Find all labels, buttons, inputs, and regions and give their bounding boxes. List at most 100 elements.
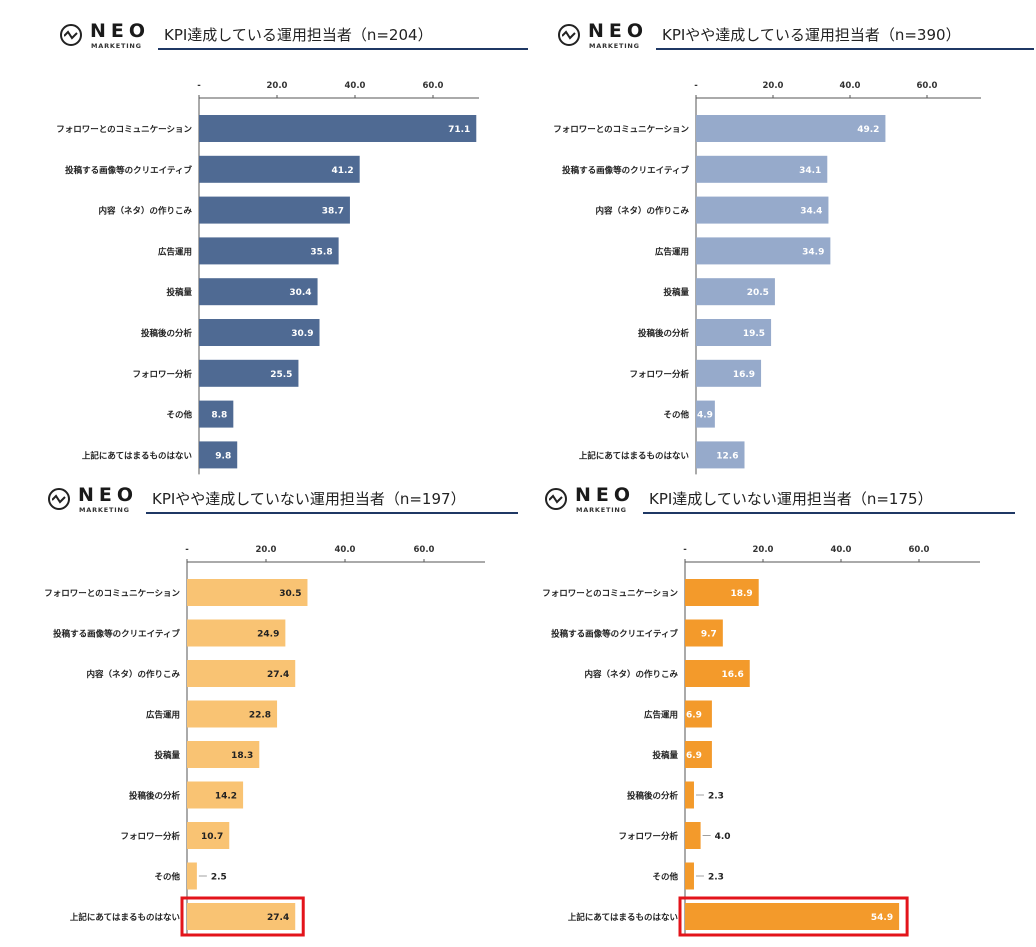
- logo-word: NEO: [575, 484, 636, 506]
- category-label: 広告運用: [644, 710, 678, 721]
- neo-marketing-logo: NEO MARKETING: [60, 18, 160, 54]
- category-label: 上記にあてはまるものはない: [82, 450, 192, 461]
- bar: [696, 400, 715, 428]
- logo-word: NEO: [588, 20, 649, 42]
- category-label: フォロワーとのコミュニケーション: [44, 589, 180, 599]
- category-label: フォロワーとのコミュニケーション: [553, 125, 689, 135]
- x-tick-label: -: [197, 81, 201, 91]
- bar: [696, 155, 828, 183]
- bar: [187, 741, 260, 768]
- bar-chart: - 20.0 40.0 60.0 フォロワーとのコミュニケーション 18.9 投稿する画像等…: [542, 545, 980, 937]
- neo-marketing-logo: NEO MARKETING: [545, 482, 645, 518]
- bar: [199, 441, 238, 469]
- data-label: 27.4: [267, 913, 289, 923]
- bar: [199, 115, 477, 142]
- category-label: その他: [663, 410, 689, 421]
- data-label: 27.4: [267, 670, 289, 680]
- x-tick-label: 40.0: [345, 81, 366, 91]
- x-tick-label: 20.0: [753, 545, 774, 555]
- bar: [696, 278, 775, 306]
- bar: [685, 781, 694, 809]
- x-tick-label: 40.0: [831, 545, 852, 555]
- category-label: 広告運用: [158, 246, 192, 257]
- category-label: 上記にあてはまるものはない: [579, 450, 689, 461]
- logo-word: NEO: [78, 484, 139, 506]
- data-label: 71.1: [448, 125, 470, 135]
- category-label: 投稿後の分析: [141, 328, 193, 339]
- category-label: 投稿量: [663, 287, 689, 298]
- logo-mark-icon: [558, 24, 580, 46]
- chart-title: KPI達成していない運用担当者（n=175）: [649, 490, 933, 508]
- data-label: 4.9: [697, 411, 713, 421]
- x-tick-label: -: [694, 81, 698, 91]
- data-label: 9.8: [215, 451, 231, 461]
- data-label: 38.7: [322, 207, 344, 217]
- category-label: 投稿する画像等のクリエイティブ: [65, 165, 192, 176]
- bar: [685, 822, 701, 849]
- data-label: 6.9: [686, 751, 702, 761]
- data-label: 9.7: [701, 630, 717, 640]
- data-label: 10.7: [201, 832, 223, 842]
- x-tick-label: 20.0: [267, 81, 288, 91]
- bar: [696, 115, 886, 142]
- x-tick-label: 40.0: [840, 81, 861, 91]
- panel-header: NEO MARKETING KPIやや達成していない運用担当者（n=197）: [48, 482, 548, 522]
- chart-panel-not-achieved: NEO MARKETING KPI達成していない運用担当者（n=175） - 20…: [542, 482, 1036, 947]
- logo-mark-icon: [48, 488, 70, 510]
- category-label: 内容（ネタ）の作りこみ: [584, 669, 678, 680]
- data-label: 35.8: [310, 247, 332, 257]
- chart-panel-somewhat-not-achieved: NEO MARKETING KPIやや達成していない運用担当者（n=197） -…: [44, 482, 548, 947]
- highlight-box: [180, 896, 305, 937]
- category-label: 投稿後の分析: [129, 791, 181, 802]
- bar-chart: - 20.0 40.0 60.0 フォロワーとのコミュニケーション 71.1 投稿する画像等…: [56, 81, 479, 475]
- data-label: 34.1: [799, 166, 821, 176]
- bar: [696, 359, 762, 387]
- category-label: 投稿後の分析: [627, 791, 679, 802]
- panel-header: NEO MARKETING KPI達成している運用担当者（n=204）: [60, 18, 560, 58]
- bar: [199, 319, 320, 346]
- bar: [685, 579, 759, 606]
- logo-subtext: MARKETING: [91, 42, 142, 50]
- data-label: 2.3: [708, 873, 724, 883]
- data-label: 18.9: [730, 589, 752, 599]
- category-label: フォロワーとのコミュニケーション: [56, 125, 192, 135]
- data-label: 2.3: [708, 792, 724, 802]
- category-label: その他: [652, 872, 678, 883]
- data-label: 20.5: [747, 288, 769, 298]
- data-label: 14.2: [215, 792, 237, 802]
- category-label: フォロワーとのコミュニケーション: [542, 589, 678, 599]
- bar: [696, 441, 745, 469]
- category-label: フォロワー分析: [629, 369, 689, 380]
- bar: [187, 700, 278, 728]
- data-label: 2.5: [211, 873, 227, 883]
- bar: [199, 278, 318, 306]
- category-label: 内容（ネタ）の作りこみ: [86, 669, 180, 680]
- data-label: 24.9: [257, 630, 279, 640]
- category-label: 投稿量: [166, 287, 192, 298]
- x-tick-label: 40.0: [335, 545, 356, 555]
- category-label: 広告運用: [146, 710, 180, 721]
- data-label: 30.4: [289, 288, 311, 298]
- bar: [685, 903, 900, 930]
- bar: [187, 781, 244, 809]
- chart-title: KPIやや達成していない運用担当者（n=197）: [152, 490, 466, 508]
- bar: [685, 660, 750, 687]
- bar: [696, 237, 831, 265]
- category-label: 投稿量: [652, 750, 678, 761]
- bar: [696, 196, 829, 224]
- chart-title: KPIやや達成している運用担当者（n=390）: [662, 26, 961, 44]
- category-label: その他: [166, 410, 192, 421]
- bar: [696, 319, 772, 346]
- bar: [685, 862, 694, 890]
- data-label: 34.4: [800, 207, 822, 217]
- chart-panel-achieved: NEO MARKETING KPI達成している運用担当者（n=204） - 20.…: [56, 18, 560, 483]
- x-tick-label: 60.0: [909, 545, 930, 555]
- neo-marketing-logo: NEO MARKETING: [558, 18, 658, 54]
- panel-header: NEO MARKETING KPI達成していない運用担当者（n=175）: [545, 482, 1036, 522]
- data-label: 54.9: [871, 913, 893, 923]
- logo-subtext: MARKETING: [589, 42, 640, 50]
- category-label: フォロワー分析: [132, 369, 192, 380]
- chart-title: KPI達成している運用担当者（n=204）: [164, 26, 433, 44]
- x-tick-label: 60.0: [414, 545, 435, 555]
- x-tick-label: 60.0: [423, 81, 444, 91]
